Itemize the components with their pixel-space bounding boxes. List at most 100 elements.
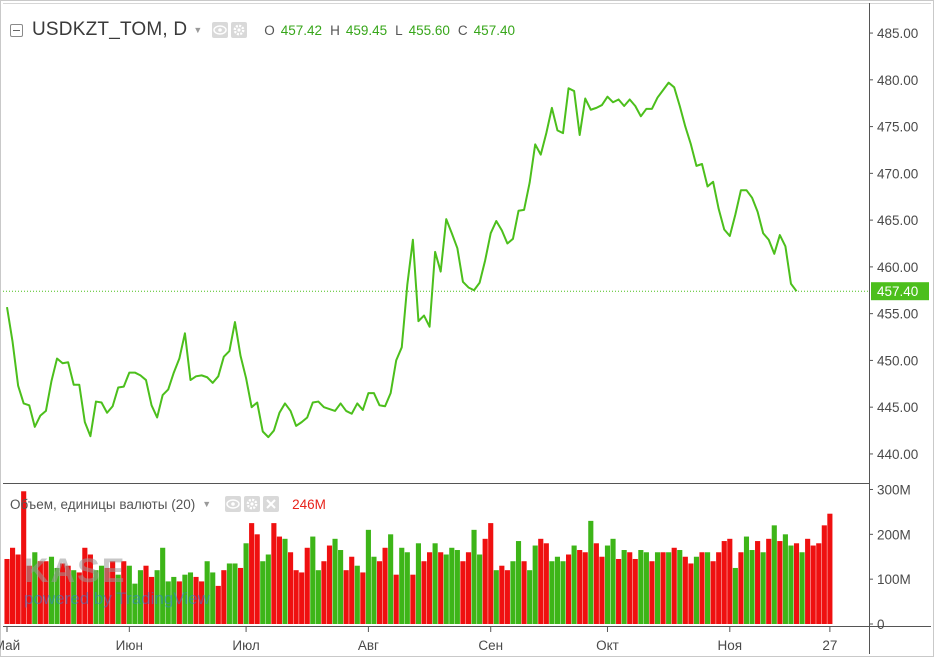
close-value: 457.40 [473, 22, 515, 38]
volume-bar [793, 543, 800, 624]
gear-icon[interactable] [244, 496, 261, 512]
high-label: H [330, 22, 340, 38]
volume-bar [360, 572, 366, 624]
volume-title[interactable]: Объем, единицы валюты (20) [10, 496, 196, 512]
volume-bar [699, 552, 705, 624]
volume-bar [376, 561, 383, 624]
volume-bar [404, 552, 410, 624]
ohlc-values: O 457.42 H 459.45 L 455.60 C 457.40 [264, 23, 517, 38]
volume-bar [65, 565, 71, 624]
volume-bar [21, 491, 27, 624]
volume-bar [460, 561, 466, 624]
volume-bar [143, 565, 149, 624]
volume-bar [76, 572, 82, 624]
volume-bar [315, 570, 321, 624]
time-axis[interactable]: Май Июн Июл Авг Сен Окт Ноя 27 [0, 627, 837, 653]
volume-bar [254, 534, 260, 624]
time-axis-tick-label: Сен [478, 638, 503, 653]
price-axis-tick-label: 445.00 [877, 400, 918, 415]
volume-bar [616, 558, 622, 624]
low-label: L [395, 22, 403, 38]
price-axis-tick-label: 475.00 [877, 120, 918, 135]
volume-bar [193, 576, 199, 624]
eye-icon[interactable] [212, 22, 229, 38]
volume-bar [693, 556, 699, 624]
volume-bar [710, 561, 716, 624]
volume-bar [204, 561, 210, 624]
volume-axis-tick-label: 200M [877, 527, 911, 542]
volume-bar [621, 550, 627, 624]
close-icon[interactable] [263, 496, 280, 512]
volume-axis-tick-label: 0 [877, 617, 885, 632]
close-label: C [457, 22, 468, 38]
volume-bar [571, 545, 577, 624]
volume-bar [727, 538, 733, 624]
volume-bar [649, 561, 655, 624]
volume-bar [654, 552, 661, 624]
volume-axis-tick-label: 300M [877, 482, 911, 497]
price-series-line [6, 81, 798, 439]
high-value: 459.45 [345, 22, 388, 38]
volume-bar [599, 556, 605, 624]
volume-bar [54, 567, 60, 624]
volume-bar [338, 550, 344, 624]
volume-bar [477, 554, 483, 624]
volume-bar [249, 523, 255, 624]
open-label: O [264, 22, 275, 38]
volume-bar [349, 556, 355, 624]
volume-bar [471, 529, 477, 624]
volume-bar [15, 554, 21, 624]
volume-bar [671, 547, 677, 624]
volume-bar [810, 545, 816, 624]
chevron-down-icon[interactable]: ▼ [202, 499, 212, 509]
volume-bar [760, 552, 766, 624]
volume-bar [37, 561, 43, 624]
volume-bar [332, 538, 338, 624]
volume-bar [32, 552, 38, 624]
volume-bar [87, 554, 93, 624]
volume-bar [566, 554, 572, 624]
collapse-square-icon[interactable] [10, 23, 23, 37]
eye-icon[interactable] [225, 496, 242, 512]
volume-bar [782, 534, 788, 624]
volume-bar [26, 565, 32, 624]
volume-bar [593, 543, 599, 624]
volume-bar [282, 538, 288, 624]
volume-bar [93, 570, 99, 624]
volume-bar [415, 543, 421, 624]
volume-bar [638, 550, 644, 624]
volume-bar [627, 552, 633, 624]
volume-bar [48, 556, 55, 624]
chevron-down-icon[interactable]: ▼ [193, 25, 203, 35]
volume-bar [538, 538, 544, 624]
volume-bar [354, 565, 360, 624]
volume-bar [521, 561, 527, 624]
volume-bar [10, 547, 16, 624]
symbol-title[interactable]: USDKZT_TOM, D [32, 19, 188, 40]
volume-axis[interactable]: 0 100M 200M 300M [869, 482, 911, 632]
volume-bar [705, 552, 711, 624]
volume-bar [532, 545, 538, 624]
volume-bar [382, 547, 388, 624]
volume-bar [504, 570, 510, 624]
volume-legend-header: Объем, единицы валюты (20) ▼ 246M [10, 494, 326, 514]
volume-bar [176, 581, 182, 624]
volume-bar [799, 552, 805, 624]
volume-bar [210, 572, 216, 624]
volume-bar [149, 576, 155, 624]
volume-bar [738, 552, 744, 624]
volume-bar [777, 541, 783, 624]
volume-bar [265, 554, 271, 624]
volume-bar [560, 561, 566, 624]
volume-bar [755, 541, 761, 624]
gear-icon[interactable] [231, 22, 248, 38]
time-axis-tick-label: Ноя [718, 638, 743, 653]
volume-value: 246M [292, 496, 326, 512]
price-axis-tick-label: 470.00 [877, 166, 918, 181]
volume-bar [677, 550, 683, 624]
volume-bar [610, 538, 616, 624]
powered-by-tradingview: powered by TradingView [24, 589, 210, 608]
volume-bar [71, 570, 77, 624]
price-axis[interactable]: 440.00 445.00 450.00 455.00 460.00 465.00 470.… [869, 26, 918, 462]
